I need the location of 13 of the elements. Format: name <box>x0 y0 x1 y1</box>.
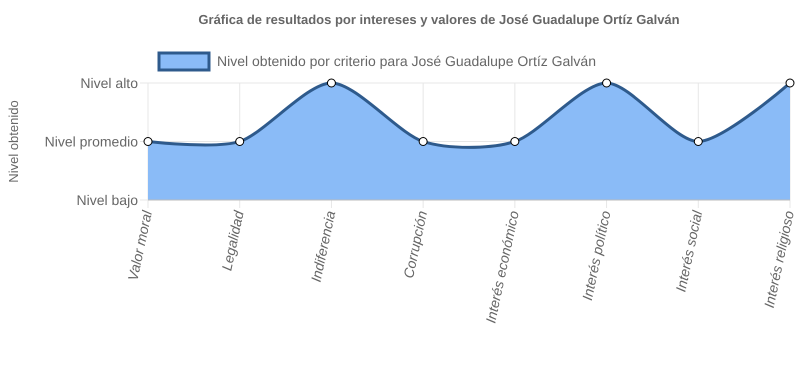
x-tick-label: Interés religioso <box>760 209 795 310</box>
x-tick-label: Corrupción <box>400 209 430 280</box>
chart-title: Gráfica de resultados por intereses y valores de José Guadalupe Ortíz Galván <box>198 12 680 27</box>
x-tick-label: Interés político <box>578 209 614 302</box>
x-tick-label: Interés social <box>672 208 706 294</box>
text: Nivel promedio <box>44 134 138 150</box>
x-tick-label: Interés económico <box>482 209 522 325</box>
text: Nivel alto <box>80 75 138 91</box>
text: Nivel bajo <box>76 192 138 208</box>
legend-label: Nivel obtenido por criterio para José Guadalupe Ortíz Galván <box>217 53 596 69</box>
x-tick-label: Valor moral <box>124 208 156 282</box>
text: Nivel obtenido <box>6 100 21 183</box>
x-tick-label: Legalidad <box>218 208 247 272</box>
